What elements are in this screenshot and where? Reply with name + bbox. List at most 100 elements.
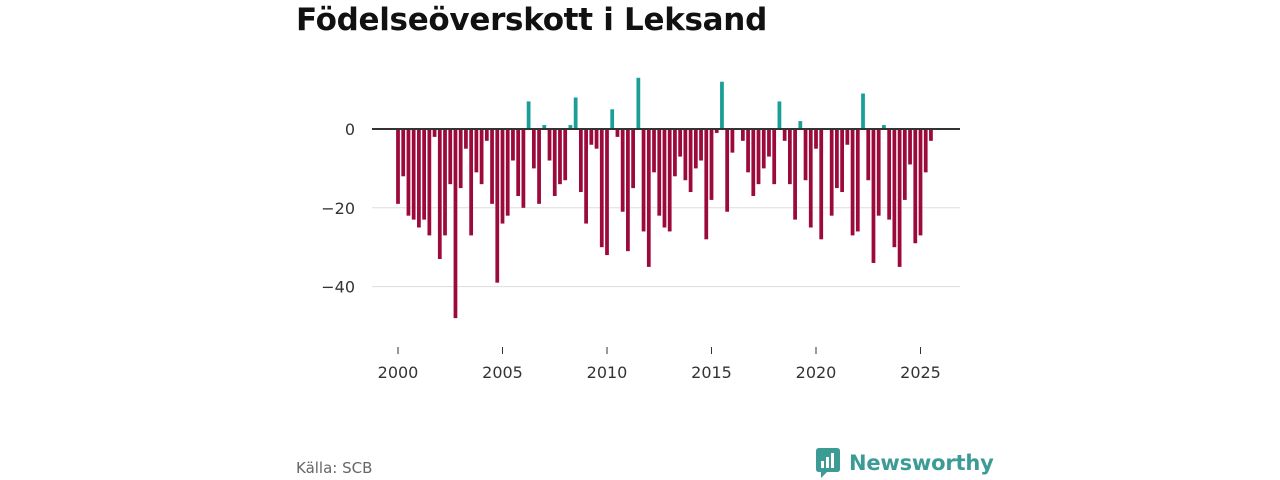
bar xyxy=(552,129,557,196)
bar xyxy=(589,129,594,145)
bar xyxy=(500,129,505,224)
bar xyxy=(631,129,635,189)
bar xyxy=(704,129,709,240)
bar xyxy=(855,129,860,232)
bar xyxy=(829,129,834,216)
bar xyxy=(777,101,782,129)
bar xyxy=(521,129,526,208)
bar xyxy=(913,129,918,244)
bar xyxy=(464,129,468,149)
bar xyxy=(605,129,609,256)
bar xyxy=(646,129,651,267)
bar xyxy=(725,129,730,212)
bar xyxy=(411,129,416,220)
bar xyxy=(772,129,777,185)
bar xyxy=(427,129,432,236)
x-tick-label: 2010 xyxy=(587,363,628,382)
chart-area: 0 −20 −40 2000 2005 2010 2015 2020 2025 xyxy=(321,77,960,382)
bar xyxy=(787,129,792,185)
y-tick-label: −40 xyxy=(321,278,355,297)
bar xyxy=(495,129,500,283)
y-tick-label: 0 xyxy=(345,120,355,139)
bars xyxy=(396,77,933,319)
bar xyxy=(892,129,897,248)
chart-title: Födelseöverskott i Leksand xyxy=(296,2,767,38)
newsworthy-logo-icon xyxy=(816,448,840,478)
bar xyxy=(876,129,881,216)
bar xyxy=(808,129,813,228)
x-tick-label: 2025 xyxy=(900,363,941,382)
bar xyxy=(599,129,604,248)
bar xyxy=(662,129,667,228)
bar xyxy=(720,81,724,129)
brand-name: Newsworthy xyxy=(849,451,994,475)
bar xyxy=(594,129,599,149)
bar xyxy=(578,129,583,193)
x-axis: 2000 2005 2010 2015 2020 2025 xyxy=(378,347,941,382)
bar xyxy=(814,129,818,149)
bar xyxy=(871,129,876,263)
bar xyxy=(417,129,421,228)
bar xyxy=(902,129,907,200)
bar xyxy=(678,129,683,157)
bar xyxy=(845,129,850,145)
bar xyxy=(516,129,521,196)
bar xyxy=(667,129,672,232)
bar xyxy=(573,97,578,129)
bar xyxy=(563,129,568,181)
bar xyxy=(767,129,771,157)
bar xyxy=(740,129,745,141)
bar xyxy=(657,129,662,216)
bar xyxy=(469,129,474,236)
bar xyxy=(443,129,447,236)
bar xyxy=(406,129,411,216)
bar xyxy=(584,129,588,224)
bar xyxy=(918,129,923,236)
bar xyxy=(882,125,886,129)
bar xyxy=(484,129,489,141)
bar xyxy=(887,129,892,220)
bar xyxy=(474,129,479,173)
bar xyxy=(526,101,531,129)
bar xyxy=(683,129,688,181)
x-tick-label: 2015 xyxy=(691,363,732,382)
bar xyxy=(746,129,750,173)
bar xyxy=(490,129,494,204)
bar xyxy=(531,129,536,169)
bar xyxy=(751,129,756,196)
bar xyxy=(626,129,630,252)
bar xyxy=(542,125,547,129)
bar xyxy=(929,129,933,141)
x-tick-label: 2000 xyxy=(378,363,419,382)
bar xyxy=(835,129,839,189)
bar xyxy=(558,129,562,185)
bar xyxy=(673,129,677,177)
x-tick-label: 2005 xyxy=(482,363,523,382)
bar xyxy=(610,109,615,129)
bar xyxy=(923,129,928,173)
x-tick-label: 2020 xyxy=(796,363,837,382)
bar xyxy=(432,129,437,137)
bar xyxy=(840,129,844,193)
bar xyxy=(798,121,803,129)
bar xyxy=(819,129,824,240)
bar xyxy=(620,129,625,212)
newsworthy-logo: Newsworthy xyxy=(815,446,994,480)
bar xyxy=(641,129,646,232)
bar xyxy=(761,129,766,169)
bar xyxy=(422,129,426,220)
bar xyxy=(693,129,698,169)
bar xyxy=(709,129,714,200)
bar xyxy=(652,129,656,173)
bar xyxy=(730,129,735,153)
bar xyxy=(636,77,641,129)
bar xyxy=(908,129,912,165)
bar xyxy=(615,129,620,137)
bar xyxy=(568,125,573,129)
bar xyxy=(511,129,515,161)
source-note: Källa: SCB xyxy=(296,459,373,477)
bar xyxy=(861,93,865,129)
bar xyxy=(396,129,400,204)
bar xyxy=(505,129,510,216)
bar xyxy=(688,129,693,193)
